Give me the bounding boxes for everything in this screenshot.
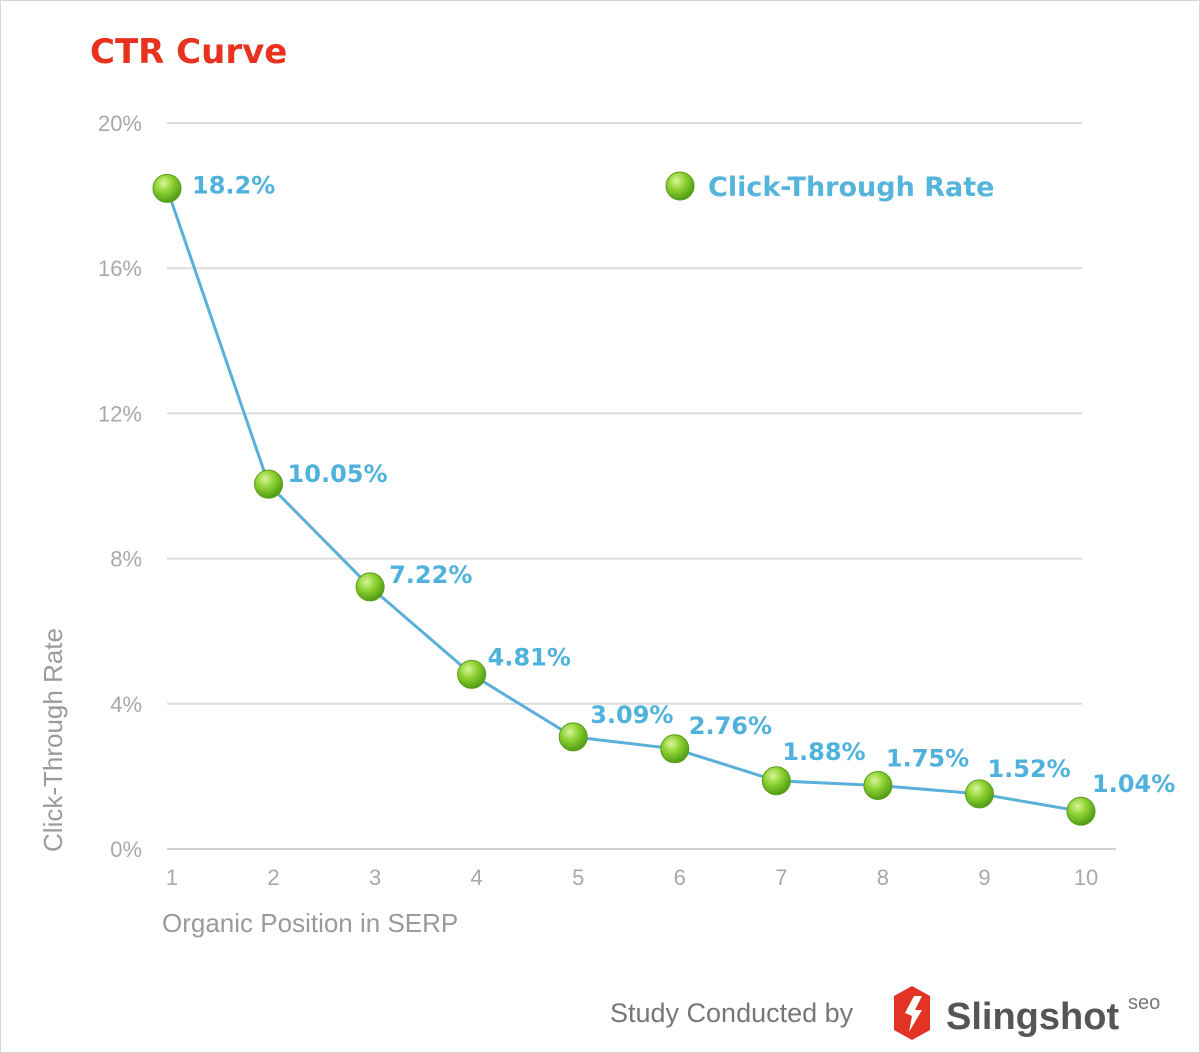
x-tick-label: 10	[1074, 865, 1098, 890]
x-axis-ticks: 1 2 3 4 5 6 7 8 9 10	[166, 865, 1098, 890]
x-tick-label: 9	[978, 865, 990, 890]
y-tick-label: 16%	[98, 256, 142, 281]
data-point	[355, 572, 385, 602]
data-point	[457, 659, 487, 689]
x-tick-label: 2	[267, 865, 279, 890]
brand-suffix: seo	[1128, 992, 1160, 1014]
credit-text: Study Conducted by	[610, 998, 854, 1028]
y-tick-label: 0%	[110, 837, 142, 862]
y-tick-label: 4%	[110, 692, 142, 717]
x-axis-title: Organic Position in SERP	[162, 908, 458, 938]
y-tick-label: 20%	[98, 111, 142, 136]
data-label: 2.76%	[689, 712, 772, 740]
grid-lines	[167, 122, 1116, 850]
data-point	[964, 779, 994, 809]
x-tick-label: 4	[471, 865, 483, 890]
data-point	[254, 469, 284, 499]
data-point	[152, 173, 182, 203]
data-label: 10.05%	[288, 460, 388, 488]
data-label: 1.52%	[987, 755, 1070, 783]
data-label: 1.04%	[1092, 770, 1175, 798]
data-point	[558, 722, 588, 752]
brand-name: Slingshot	[946, 996, 1119, 1038]
data-point	[761, 766, 791, 796]
legend-marker	[665, 171, 695, 201]
y-axis-title: Click-Through Rate	[38, 628, 68, 852]
data-label: 7.22%	[389, 561, 472, 589]
data-label: 4.81%	[488, 643, 571, 671]
data-label: 3.09%	[590, 701, 673, 729]
x-tick-label: 3	[369, 865, 381, 890]
series-click-through-rate	[152, 173, 1096, 826]
series-line	[165, 187, 1082, 813]
data-labels: 18.2% 10.05% 7.22% 4.81% 3.09% 2.76% 1.88% 1.75…	[192, 171, 1175, 798]
data-label: 1.88%	[782, 738, 865, 766]
x-tick-label: 7	[775, 865, 787, 890]
x-tick-label: 8	[877, 865, 889, 890]
slingshot-logo-icon	[894, 986, 930, 1040]
data-label: 1.75%	[886, 744, 969, 772]
y-axis-ticks: 0% 4% 8% 12% 16% 20%	[98, 111, 142, 862]
data-point	[1066, 796, 1096, 826]
x-tick-label: 1	[166, 865, 178, 890]
data-point	[660, 734, 690, 764]
x-tick-label: 6	[674, 865, 686, 890]
chart-title: CTR Curve	[90, 32, 287, 72]
x-tick-label: 5	[572, 865, 584, 890]
y-tick-label: 8%	[110, 547, 142, 572]
legend: Click-Through Rate	[665, 171, 994, 203]
data-point	[863, 770, 893, 800]
data-label: 18.2%	[192, 171, 275, 199]
legend-label: Click-Through Rate	[708, 172, 994, 203]
footer-credit: Study Conducted by Slingshot seo	[610, 986, 1160, 1040]
y-tick-label: 12%	[98, 401, 142, 426]
